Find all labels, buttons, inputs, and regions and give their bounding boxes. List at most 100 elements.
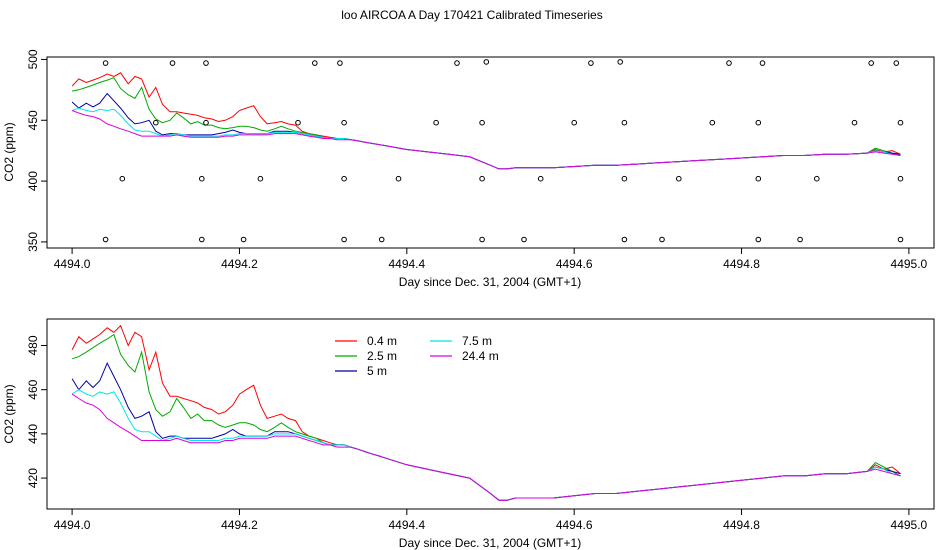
x-tick-label: 4494.4 [388,257,425,271]
data-point [479,119,485,126]
y-tick-label: 450 [26,110,40,130]
data-point [479,236,485,243]
top-panel: 4494.0 4494.2 4494.4 4494.6 4494.8 4495.0 350… [2,49,935,289]
data-point [726,60,732,66]
x-tick-label: 4494.6 [556,257,593,271]
data-point [203,60,209,66]
data-point [571,119,578,126]
chart-title: loo AIRCOA A Day 170421 Calibrated Times… [341,8,602,22]
data-point [102,60,109,66]
legend-label: 0.4 m [367,334,397,348]
data-point [851,119,858,126]
data-point [378,236,385,243]
plot-frame [46,318,935,510]
x-axis-label: Day since Dec. 31, 2004 (GMT+1) [399,536,581,550]
y-tick-label: 440 [26,424,40,444]
data-point [341,236,347,243]
y-tick-label: 480 [26,335,40,355]
y-axis-label: CO2 (ppm) [2,384,16,443]
y-axis-label: CO2 (ppm) [2,122,16,181]
plot-frame [46,56,935,249]
series-line-2 [71,92,901,170]
x-tick-label: 4494.0 [54,518,91,532]
data-point [257,175,264,182]
y-tick-label: 350 [26,232,40,252]
data-point [395,175,402,182]
legend-label: 5 m [367,364,387,378]
data-point [102,236,109,243]
data-point [203,119,209,126]
data-point [621,175,628,182]
x-tick-label: 4494.2 [221,518,258,532]
x-tick-label: 4495.0 [891,257,928,271]
data-point [169,60,176,66]
data-point [868,60,875,66]
data-point [621,236,628,243]
data-point [588,60,594,66]
series-line-1 [72,77,901,170]
series-line-3 [71,389,901,501]
y-tick-label: 460 [26,379,40,399]
series-line-4 [71,110,901,170]
data-point [621,119,628,126]
y-tick-label: 420 [26,468,40,488]
legend-label: 2.5 m [367,349,397,363]
x-tick-label: 4494.4 [388,518,425,532]
data-point [897,175,904,182]
x-tick-label: 4494.6 [556,518,593,532]
x-axis: 4494.0 4494.2 4494.4 4494.6 4494.8 4495.0 [54,248,928,271]
data-point [797,236,803,243]
data-point [521,236,527,243]
series-line-0 [71,72,901,170]
data-point [483,59,490,65]
y-axis: 350 400 450 500 [26,49,47,252]
data-point [479,175,485,182]
x-tick-label: 4494.0 [54,257,91,271]
series-line-3 [71,107,901,170]
data-point [755,119,762,126]
data-point [897,119,904,126]
data-point [709,119,716,126]
x-tick-label: 4494.2 [221,257,258,271]
data-point [341,119,347,126]
data-point [341,175,347,182]
data-point [893,60,900,66]
y-axis: 420 440 460 480 [26,335,47,488]
data-point [312,60,318,66]
data-point [337,60,343,66]
data-point [295,119,301,126]
series-line-4 [71,393,901,501]
data-point [153,119,159,126]
data-point [537,175,544,182]
data-point [199,175,205,182]
data-point [119,175,126,182]
data-point [897,236,904,243]
y-tick-label: 500 [26,49,40,69]
x-axis-label: Day since Dec. 31, 2004 (GMT+1) [399,275,581,289]
data-point [676,175,682,182]
data-point [814,175,820,182]
data-point [759,60,766,66]
data-point [617,59,624,65]
data-point [433,119,439,126]
series-line-2 [71,362,901,501]
data-point [199,236,205,243]
x-tick-label: 4495.0 [891,518,928,532]
data-point [659,236,665,243]
legend: 0.4 m2.5 m5 m 7.5 m24.4 m [335,334,499,378]
data-point [240,236,247,243]
x-tick-label: 4494.8 [723,518,760,532]
legend-label: 7.5 m [462,334,492,348]
series-layer [71,72,901,170]
points-layer [102,59,904,243]
data-point [755,175,762,182]
y-tick-label: 400 [26,171,40,191]
data-point [755,236,762,243]
bottom-panel: 4494.0 4494.2 4494.4 4494.6 4494.8 4495.0 420… [2,318,935,550]
x-axis: 4494.0 4494.2 4494.4 4494.6 4494.8 4495.0 [54,509,928,532]
x-tick-label: 4494.8 [723,257,760,271]
series-layer [71,324,901,501]
legend-label: 24.4 m [462,349,499,363]
data-point [454,60,460,66]
